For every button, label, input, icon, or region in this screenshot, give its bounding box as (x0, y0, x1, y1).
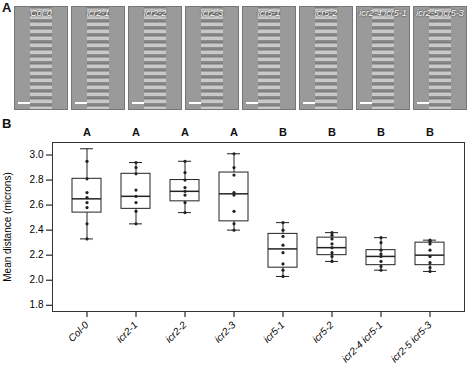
svg-text:Col-0: Col-0 (66, 319, 91, 344)
html-text:icr2-5 icr5-3: icr2-5 icr5-3 (416, 8, 464, 18)
svg-text:3.0: 3.0 (30, 149, 44, 160)
html-text:icr5-1: icr5-1 (257, 8, 281, 18)
svg-text:B: B (279, 126, 287, 138)
svg-text:2.2: 2.2 (30, 249, 44, 260)
html-text:icr2-3: icr2-3 (200, 8, 224, 18)
html-text:icr2-1: icr2-1 (86, 8, 110, 18)
svg-text:B: B (328, 126, 336, 138)
svg-text:A: A (230, 126, 238, 138)
html-text:A: A (2, 0, 12, 15)
svg-text:A: A (181, 126, 189, 138)
svg-text:1.8: 1.8 (30, 299, 44, 310)
svg-text:B: B (426, 126, 434, 138)
html-text:B: B (2, 116, 12, 131)
svg-text:A: A (132, 126, 140, 138)
svg-text:icr2-3: icr2-3 (212, 319, 238, 345)
svg-text:icr2-2: icr2-2 (163, 319, 189, 345)
svg-text:2.4: 2.4 (30, 224, 44, 235)
html-text:icr2-2: icr2-2 (143, 8, 167, 18)
svg-text:icr2-1: icr2-1 (114, 319, 139, 344)
svg-text:icr5-2: icr5-2 (310, 319, 336, 345)
html-text:Col-0: Col-0 (30, 8, 52, 18)
html-text:icr5-2: icr5-2 (314, 8, 338, 18)
svg-text:A: A (83, 126, 91, 138)
svg-text:B: B (377, 126, 385, 138)
svg-text:2.6: 2.6 (30, 199, 44, 210)
html-text:icr2-4 icr5-1: icr2-4 icr5-1 (359, 8, 407, 18)
svg-text:icr2-4 icr5-1: icr2-4 icr5-1 (340, 319, 385, 364)
svg-text:icr5-1: icr5-1 (261, 319, 286, 344)
svg-text:2.8: 2.8 (30, 174, 44, 185)
svg-text:2.0: 2.0 (30, 274, 44, 285)
svg-text:icr2-5 icr5-3: icr2-5 icr5-3 (389, 319, 434, 364)
svg-text:Mean distance (microns): Mean distance (microns) (2, 172, 13, 281)
